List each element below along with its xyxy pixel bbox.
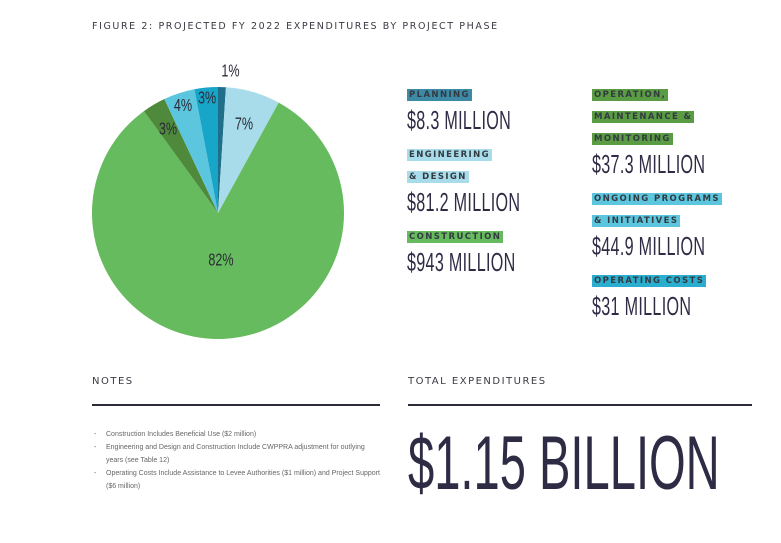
total-heading: TOTAL EXPENDITURES: [408, 376, 547, 387]
pie-slice: [143, 98, 218, 213]
pie-label: 82%: [208, 250, 233, 270]
notes-heading: NOTES: [92, 376, 134, 387]
legend-item: CONSTRUCTION $943 MILLION: [407, 226, 587, 276]
pie-label: 3%: [198, 89, 216, 109]
legend-label: MONITORING: [592, 133, 673, 145]
legend-amount: $44.9 MILLION: [592, 231, 706, 261]
pie-slice: [92, 102, 345, 339]
legend-label: MAINTENANCE &: [592, 111, 695, 123]
legend-label: & DESIGN: [407, 171, 469, 183]
notes-divider: [92, 404, 380, 406]
pie-slice: [194, 87, 218, 213]
legend-label: ENGINEERING: [407, 149, 492, 161]
note-item: Engineering and Design and Construction …: [92, 441, 382, 467]
legend-column-2: OPERATION, MAINTENANCE & MONITORING $37.3 M…: [592, 84, 781, 330]
total-divider: [408, 404, 752, 406]
pie-chart: 1% 7% 82% 3% 4% 3%: [92, 62, 345, 339]
legend-item: ENGINEERING & DESIGN $81.2 MILLION: [407, 144, 587, 216]
legend-label: PLANNING: [407, 89, 472, 101]
legend-item: PLANNING $8.3 MILLION: [407, 84, 587, 134]
legend-column-1: PLANNING $8.3 MILLION ENGINEERING & DESIGN $…: [407, 84, 587, 286]
pie-label: 4%: [174, 96, 192, 116]
legend-item: OPERATING COSTS $31 MILLION: [592, 270, 781, 320]
figure-title: FIGURE 2: PROJECTED FY 2022 EXPENDITURES…: [92, 21, 499, 32]
legend-label: CONSTRUCTION: [407, 231, 504, 243]
legend-amount: $81.2 MILLION: [407, 187, 521, 217]
legend-amount: $37.3 MILLION: [592, 149, 706, 179]
legend-item: OPERATION, MAINTENANCE & MONITORING $37.3 M…: [592, 84, 781, 178]
pie-slice: [218, 87, 279, 213]
pie-label: 7%: [235, 114, 253, 134]
pie-slice: [218, 87, 226, 213]
legend-label: & INITIATIVES: [592, 215, 681, 227]
pie-slice: [164, 89, 218, 213]
legend-label: OPERATING COSTS: [592, 275, 707, 287]
note-item: Construction Includes Beneficial Use ($2…: [92, 428, 382, 441]
legend-amount: $31 MILLION: [592, 291, 692, 321]
notes-list: Construction Includes Beneficial Use ($2…: [92, 428, 382, 493]
legend-label: ONGOING PROGRAMS: [592, 193, 722, 205]
legend-label: OPERATION,: [592, 89, 669, 101]
pie-label: 1%: [221, 62, 239, 82]
total-value: $1.15 BILLION: [408, 421, 720, 506]
legend-item: ONGOING PROGRAMS & INITIATIVES $44.9 MILLI…: [592, 188, 781, 260]
pie-label: 3%: [159, 119, 177, 139]
legend-amount: $8.3 MILLION: [407, 105, 512, 135]
note-item: Operating Costs Include Assistance to Le…: [92, 467, 382, 493]
legend-amount: $943 MILLION: [407, 247, 516, 277]
